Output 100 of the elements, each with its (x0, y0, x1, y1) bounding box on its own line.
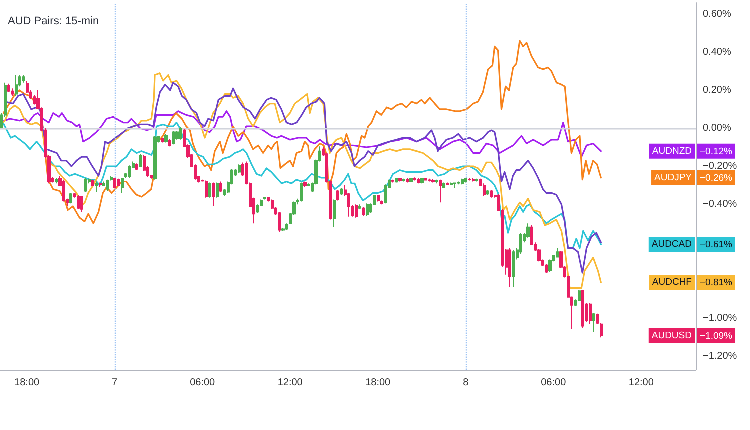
y-tick-label: −0.40% (703, 199, 738, 210)
candlestick (450, 182, 453, 186)
candlestick (592, 312, 595, 332)
candlestick (413, 177, 416, 182)
candlestick (175, 130, 179, 140)
candlestick (113, 177, 116, 189)
candlestick (121, 177, 124, 194)
candlestick (431, 178, 435, 184)
legend-label: AUDCHF (652, 277, 692, 288)
candlestick (581, 290, 584, 329)
candlestick (15, 74, 18, 97)
candlestick (366, 203, 369, 216)
x-tick-label: 7 (112, 378, 118, 388)
legend-label: AUDNZD (652, 146, 692, 157)
candlestick (22, 74, 25, 84)
candlestick (490, 190, 493, 198)
candlestick (417, 178, 420, 184)
candlestick (398, 177, 402, 182)
candlestick (526, 223, 530, 238)
candlestick (483, 183, 486, 197)
candlestick (256, 204, 259, 214)
candlestick (55, 177, 58, 184)
x-tick-label: 06:00 (190, 378, 216, 388)
candlestick (512, 250, 515, 288)
y-tick-label: 0.00% (703, 123, 732, 134)
candlestick (420, 177, 424, 184)
candlestick (303, 181, 307, 188)
y-tick-label: 0.60% (703, 8, 732, 20)
candlestick (7, 83, 10, 93)
candlestick (355, 204, 358, 218)
x-tick-label: 18:00 (14, 378, 40, 388)
candlestick (464, 177, 467, 184)
candlestick (84, 177, 87, 193)
x-tick-label: 8 (463, 378, 470, 388)
candlestick (424, 177, 427, 182)
x-tick-label: 06:00 (541, 378, 567, 388)
candlestick (77, 194, 80, 210)
candlestick (117, 178, 120, 187)
candlestick (179, 127, 182, 140)
candlestick (340, 188, 343, 196)
legend-label: AUDCAD (652, 238, 692, 250)
candlestick (106, 179, 109, 192)
candlestick (11, 88, 14, 97)
candlestick (589, 302, 592, 325)
y-tick-label: −0.61% (700, 239, 734, 250)
candlestick (402, 178, 405, 182)
y-tick-label: 0.20% (703, 84, 732, 96)
candlestick (336, 190, 339, 202)
candlestick (208, 182, 211, 198)
candlestick (442, 182, 445, 189)
candlestick (545, 264, 548, 274)
candlestick (508, 248, 511, 288)
candlestick (69, 192, 72, 204)
candlestick (468, 177, 471, 182)
x-tick-label: 12:00 (628, 378, 654, 388)
candlestick (80, 196, 83, 213)
candlestick (281, 228, 285, 232)
y-tick-label: 0.40% (703, 46, 732, 58)
candlestick (153, 136, 157, 180)
candlestick (300, 182, 303, 202)
candlestick (556, 248, 559, 258)
candlestick (212, 182, 215, 207)
candlestick (164, 134, 168, 144)
y-tick-label: −0.26% (700, 172, 734, 184)
candlestick (128, 165, 131, 178)
candlestick (161, 138, 164, 144)
y-tick-label: −0.81% (700, 278, 734, 289)
candlestick (391, 179, 394, 184)
candlestick (263, 196, 266, 200)
candlestick (384, 184, 387, 204)
candlestick (168, 138, 171, 148)
y-tick-label: −0.12% (700, 146, 734, 158)
candlestick (216, 182, 219, 198)
y-tick-label: −1.20% (703, 351, 738, 362)
candlestick (135, 163, 138, 171)
candlestick (219, 181, 222, 193)
candlestick (95, 181, 98, 193)
candlestick (578, 290, 581, 302)
x-tick-label: 12:00 (278, 378, 304, 388)
y-tick-label: −1.00% (703, 313, 738, 324)
x-tick-label: 18:00 (366, 378, 392, 388)
candlestick (472, 178, 475, 182)
candlestick (461, 178, 464, 186)
candlestick (285, 223, 288, 231)
candlestick (486, 190, 489, 196)
candlestick (362, 206, 365, 216)
candlestick (99, 182, 102, 188)
legend-label: AUDJPY (654, 172, 693, 184)
candlestick (62, 179, 65, 202)
candlestick (172, 130, 175, 146)
candlestick (548, 259, 552, 273)
candlestick (435, 179, 438, 184)
y-tick-label: −0.20% (703, 161, 738, 172)
legend-label: AUDUSD (652, 330, 692, 342)
candlestick (33, 94, 36, 106)
candlestick (409, 177, 413, 183)
candlestick (238, 164, 241, 174)
candlestick (91, 179, 94, 187)
candlestick (139, 154, 142, 168)
candlestick (406, 178, 409, 184)
